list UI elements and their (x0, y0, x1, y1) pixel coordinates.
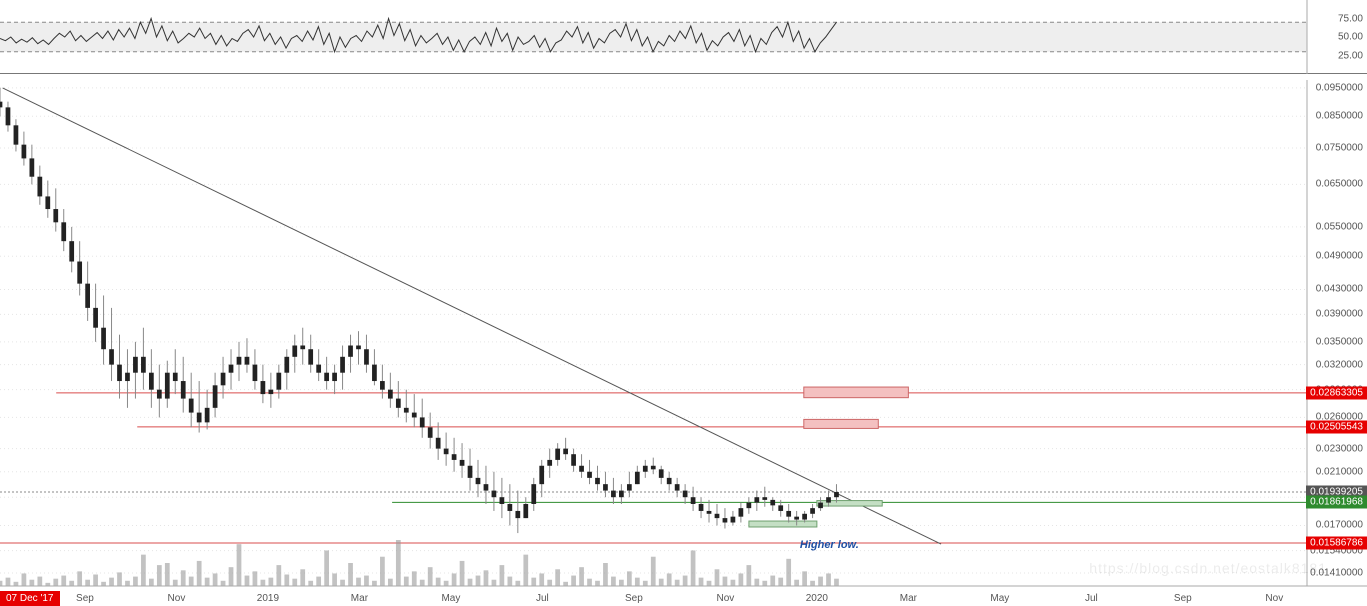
x-tick: Nov (1265, 593, 1283, 604)
x-tick: Sep (76, 593, 94, 604)
x-tick: Sep (1174, 593, 1192, 604)
price-ytick: 0.0350000 (1316, 336, 1363, 347)
price-tag: 0.02505543 (1306, 420, 1367, 433)
price-ytick: 0.0750000 (1316, 143, 1363, 154)
watermark: https://blog.csdn.net/eostalk8181 (1089, 560, 1327, 576)
price-ytick: 0.0390000 (1316, 309, 1363, 320)
x-tick: Nov (716, 593, 734, 604)
price-ytick: 0.0170000 (1316, 520, 1363, 531)
annotation-higher-low: Higher low. (800, 539, 859, 551)
x-tick: Sep (625, 593, 643, 604)
price-ytick: 0.0230000 (1316, 443, 1363, 454)
x-tick: Jul (1085, 593, 1098, 604)
price-tag: 0.02863305 (1306, 386, 1367, 399)
price-ytick: 0.0430000 (1316, 284, 1363, 295)
x-tick: Nov (168, 593, 186, 604)
price-ytick: 0.0320000 (1316, 359, 1363, 370)
price-ytick: 0.0550000 (1316, 221, 1363, 232)
price-tag: 0.01861968 (1306, 496, 1367, 509)
x-tick: 2019 (257, 593, 279, 604)
x-tick: May (990, 593, 1009, 604)
x-tick: May (441, 593, 460, 604)
price-ytick: 0.0950000 (1316, 82, 1363, 93)
indicator-ytick: 75.00 (1338, 13, 1363, 24)
price-tag: 0.01586786 (1306, 537, 1367, 550)
indicator-ytick: 25.00 (1338, 50, 1363, 61)
price-ytick: 0.0850000 (1316, 111, 1363, 122)
indicator-ytick: 50.00 (1338, 32, 1363, 43)
price-ytick: 0.0210000 (1316, 466, 1363, 477)
price-ytick: 0.0490000 (1316, 251, 1363, 262)
x-tick: Mar (900, 593, 917, 604)
price-ytick: 0.0650000 (1316, 179, 1363, 190)
chart-root: 25.00 50.00 75.00 0.0950000 0.0850000 0.07500… (0, 0, 1367, 606)
start-date-tag: 07 Dec '17 (0, 591, 60, 606)
x-tick: Mar (351, 593, 368, 604)
price-chart[interactable] (0, 0, 1367, 606)
x-tick: Jul (536, 593, 549, 604)
x-tick: 2020 (806, 593, 828, 604)
